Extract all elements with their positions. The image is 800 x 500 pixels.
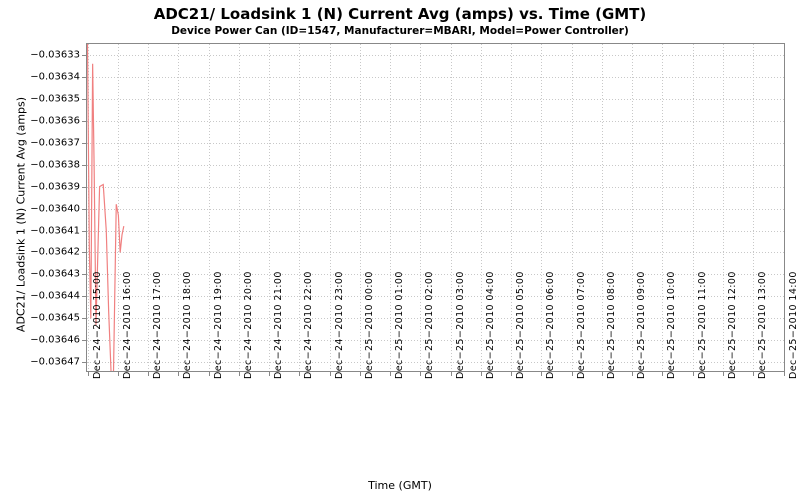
x-tick-label: Dec−25−2010 03:00: [455, 271, 466, 379]
x-tick-label: Dec−25−2010 02:00: [424, 271, 435, 379]
y-tick-label: −0.03642: [30, 246, 80, 258]
x-tick-label: Dec−24−2010 23:00: [334, 271, 345, 379]
x-tick-mark: [541, 372, 542, 376]
y-tick-mark: [82, 340, 86, 342]
y-axis-title: ADC21/ Loadsink 1 (N) Current Avg (amps): [14, 96, 28, 333]
y-tick-label: −0.03640: [30, 203, 80, 215]
chart-subtitle: Device Power Can (ID=1547, Manufacturer=…: [171, 25, 629, 37]
y-tick-label: −0.03641: [30, 225, 80, 237]
x-tick-mark: [572, 372, 573, 376]
x-tick-mark: [330, 372, 331, 376]
x-tick-mark: [239, 372, 240, 376]
y-tick-mark: [82, 274, 86, 276]
grid-lines: [87, 44, 784, 371]
x-tick-label: Dec−25−2010 01:00: [394, 271, 405, 379]
x-tick-mark: [511, 372, 512, 376]
x-tick-label: Dec−24−2010 15:00: [92, 271, 103, 379]
x-tick-mark: [451, 372, 452, 376]
x-tick-mark: [360, 372, 361, 376]
x-tick-label: Dec−25−2010 13:00: [757, 271, 768, 379]
x-tick-mark: [209, 372, 210, 376]
data-series-line: [87, 44, 125, 371]
y-tick-label: −0.03645: [30, 312, 80, 324]
x-tick-label: Dec−25−2010 05:00: [515, 271, 526, 379]
y-tick-label: −0.03646: [30, 334, 80, 346]
y-tick-label: −0.03633: [30, 49, 80, 61]
series-line-0: [87, 44, 125, 371]
y-tick-mark: [82, 120, 86, 122]
y-tick-mark: [82, 54, 86, 56]
x-tick-mark: [118, 372, 119, 376]
y-tick-label: −0.03637: [30, 137, 80, 149]
y-tick-mark: [82, 318, 86, 320]
x-tick-label: Dec−24−2010 21:00: [273, 271, 284, 379]
y-tick-mark: [82, 76, 86, 78]
x-tick-mark: [148, 372, 149, 376]
y-tick-label: −0.03635: [30, 93, 80, 105]
chart-title: ADC21/ Loadsink 1 (N) Current Avg (amps)…: [153, 5, 647, 23]
x-tick-mark: [178, 372, 179, 376]
y-tick-mark: [82, 164, 86, 166]
x-axis-title: Time (GMT): [368, 479, 432, 492]
y-tick-mark: [82, 296, 86, 298]
x-tick-label: Dec−24−2010 20:00: [243, 271, 254, 379]
y-tick-label: −0.03644: [30, 290, 80, 302]
x-tick-label: Dec−25−2010 08:00: [606, 271, 617, 379]
y-tick-label: −0.03636: [30, 115, 80, 127]
plot-area: [86, 43, 785, 372]
x-tick-mark: [693, 372, 694, 376]
x-tick-label: Dec−25−2010 00:00: [364, 271, 375, 379]
x-tick-mark: [662, 372, 663, 376]
x-tick-label: Dec−24−2010 17:00: [152, 271, 163, 379]
y-tick-mark: [82, 230, 86, 232]
x-tick-label: Dec−25−2010 12:00: [727, 271, 738, 379]
x-tick-mark: [481, 372, 482, 376]
y-tick-label: −0.03634: [30, 71, 80, 83]
y-tick-mark: [82, 208, 86, 210]
y-tick-mark: [82, 186, 86, 188]
x-tick-mark: [420, 372, 421, 376]
x-tick-mark: [753, 372, 754, 376]
x-tick-mark: [299, 372, 300, 376]
x-tick-label: Dec−25−2010 07:00: [576, 271, 587, 379]
x-tick-label: Dec−24−2010 18:00: [182, 271, 193, 379]
x-tick-label: Dec−25−2010 06:00: [545, 271, 556, 379]
x-tick-mark: [784, 372, 785, 376]
x-tick-label: Dec−25−2010 09:00: [636, 271, 647, 379]
x-tick-label: Dec−25−2010 10:00: [666, 271, 677, 379]
y-tick-mark: [82, 252, 86, 254]
y-tick-label: −0.03639: [30, 181, 80, 193]
y-tick-label: −0.03638: [30, 159, 80, 171]
x-tick-mark: [723, 372, 724, 376]
y-tick-label: −0.03647: [30, 356, 80, 368]
x-tick-mark: [269, 372, 270, 376]
y-axis-labels: −0.03633 −0.03634 −0.03635 −0.03636 −0.03637…: [0, 0, 80, 500]
x-tick-label: Dec−24−2010 16:00: [122, 271, 133, 379]
y-tick-label: −0.03643: [30, 268, 80, 280]
x-tick-label: Dec−25−2010 11:00: [697, 271, 708, 379]
x-tick-label: Dec−25−2010 14:00: [788, 271, 799, 379]
y-tick-mark: [82, 362, 86, 364]
y-tick-mark: [82, 98, 86, 100]
x-tick-mark: [632, 372, 633, 376]
x-tick-mark: [390, 372, 391, 376]
x-tick-label: Dec−25−2010 04:00: [485, 271, 496, 379]
x-tick-label: Dec−24−2010 19:00: [213, 271, 224, 379]
x-tick-mark: [602, 372, 603, 376]
x-tick-mark: [88, 372, 89, 376]
y-tick-mark: [82, 142, 86, 144]
x-tick-label: Dec−24−2010 22:00: [303, 271, 314, 379]
